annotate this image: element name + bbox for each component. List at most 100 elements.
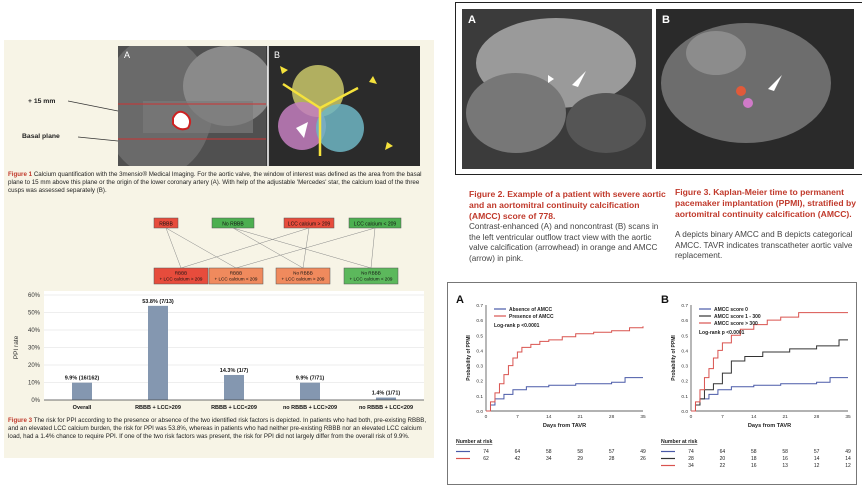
bar [376, 397, 396, 400]
km-risk-value: 12 [845, 463, 851, 469]
km-risk-value: 34 [688, 463, 694, 469]
km-curve-figure: A 0.0 0.1 0.2 0.3 0.4 0.5 0.6 0.7 0 7 14 21 28 35 Days … [447, 282, 857, 485]
tree-edge [165, 227, 237, 269]
tree-bottom-box [343, 267, 399, 285]
bar-data-label: 53.8% (7/13) [142, 299, 174, 305]
km-risk-value: 64 [515, 449, 521, 455]
tree-edge [232, 227, 372, 269]
tree-top-label: No RBBB [222, 222, 244, 228]
km-legend-label: Absence of AMCC [509, 307, 553, 313]
tree-top-label: LCC calcium > 209 [288, 222, 331, 228]
bar [72, 382, 92, 400]
km-x-tick-label: 14 [751, 414, 757, 420]
km-x-tick-label: 21 [783, 414, 789, 420]
km-y-tick-label: 0.6 [681, 318, 688, 324]
y-tick-label: 0% [31, 398, 40, 404]
x-tick-label: no RBBB + LCC<209 [359, 405, 413, 411]
km-y-axis-title: Probability of PPMI [671, 335, 677, 381]
km-y-tick-label: 0.1 [681, 394, 688, 400]
km-x-tick-label: 0 [485, 414, 488, 420]
tree-bottom-label: + LCC calcium > 209 [160, 277, 203, 282]
km-x-tick-label: 28 [814, 414, 820, 420]
km-y-tick-label: 0.3 [681, 364, 688, 370]
km-panel-letter: A [456, 294, 464, 306]
km-series-line [486, 377, 643, 412]
figure2-title: Figure 2. Example of a patient with seve… [469, 189, 666, 221]
km-x-tick-label: 21 [578, 414, 584, 420]
y-axis-title: PPI rate [13, 335, 20, 359]
km-y-tick-label: 0.0 [681, 409, 688, 415]
km-y-tick-label: 0.0 [476, 409, 483, 415]
km-risk-value: 58 [577, 449, 583, 455]
km-x-axis-title: Days from TAVR [543, 423, 586, 429]
bar-data-label: 9.9% (16/162) [65, 376, 100, 382]
km-risk-value: 57 [814, 449, 820, 455]
figure2-panel-b-label: B [662, 14, 670, 26]
bar [300, 382, 320, 400]
svg-text:A: A [124, 50, 130, 60]
km-legend-label: AMCC score > 300 [714, 321, 758, 327]
km-y-tick-label: 0.2 [681, 379, 688, 385]
tree-edge [165, 227, 182, 269]
figure1-ct-scans: A B [103, 36, 420, 176]
km-x-tick-label: 7 [516, 414, 519, 420]
km-y-tick-label: 0.5 [476, 333, 483, 339]
km-y-tick-label: 0.3 [476, 364, 483, 370]
figure2-text: Contrast-enhanced (A) and noncontrast (B… [469, 222, 659, 263]
bar-data-label: 9.9% (7/71) [296, 376, 325, 382]
km-risk-value: 49 [845, 449, 851, 455]
figure3-right-title: Figure 3. Kaplan-Meier time to permanent… [675, 187, 856, 219]
km-risk-value: 28 [688, 456, 694, 462]
km-risk-value: 29 [577, 456, 583, 462]
km-risk-value: 74 [483, 449, 489, 455]
km-risk-value: 22 [720, 463, 726, 469]
km-risk-value: 64 [720, 449, 726, 455]
figure1-image: A B [103, 36, 420, 176]
km-risk-value: 14 [814, 456, 820, 462]
figure1-caption: Figure 1 Calcium quantification with the… [8, 171, 432, 195]
svg-text:B: B [274, 50, 280, 60]
tree-bottom-label: RBBB [230, 271, 243, 276]
km-risk-value: 62 [483, 456, 489, 462]
tree-top-label: LCC calcium < 209 [354, 222, 397, 228]
km-risk-value: 26 [640, 456, 646, 462]
km-number-at-risk-label: Number at risk [456, 439, 492, 445]
km-risk-value: 28 [609, 456, 615, 462]
figure2-ct-scans: A B [462, 9, 854, 169]
km-x-axis-title: Days from TAVR [748, 423, 791, 429]
km-series-line [691, 377, 848, 412]
km-x-tick-label: 35 [845, 414, 851, 420]
bar [224, 374, 244, 400]
km-y-tick-label: 0.6 [476, 318, 483, 324]
tree-bottom-box [275, 267, 331, 285]
km-y-tick-label: 0.2 [476, 379, 483, 385]
km-risk-value: 49 [640, 449, 646, 455]
figure2-image-frame: A B [455, 2, 862, 175]
km-y-tick-label: 0.4 [681, 348, 688, 354]
figure3-left-caption-text: The risk for PPI according to the presen… [8, 417, 427, 440]
tree-edge [235, 227, 376, 269]
tree-bottom-label: + LCC calcium < 209 [350, 277, 393, 282]
km-number-at-risk-label: Number at risk [661, 439, 697, 445]
x-tick-label: RBBB + LCC>209 [135, 405, 181, 411]
km-risk-value: 58 [546, 449, 552, 455]
km-panel-letter: B [661, 294, 669, 306]
figure1-caption-text: Calcium quantification with the 3mensio®… [8, 171, 422, 194]
label-basal-plane: Basal plane [22, 133, 60, 140]
figure3-left-caption-lead: Figure 3 [8, 417, 33, 424]
y-tick-label: 30% [28, 346, 41, 352]
left-figure-panel: A B + 15 mm Basal plane Figure 1 Calcium… [4, 36, 434, 458]
x-tick-label: Overall [73, 405, 92, 411]
tree-bottom-label: + LCC calcium > 209 [282, 277, 325, 282]
y-tick-label: 20% [28, 363, 41, 369]
km-y-tick-label: 0.4 [476, 348, 483, 354]
km-x-tick-label: 0 [690, 414, 693, 420]
km-risk-value: 20 [720, 456, 726, 462]
km-risk-value: 12 [814, 463, 820, 469]
y-tick-label: 50% [28, 311, 41, 317]
km-y-tick-label: 0.5 [681, 333, 688, 339]
km-y-tick-label: 0.1 [476, 394, 483, 400]
km-legend-label: Presence of AMCC [509, 314, 554, 320]
km-y-tick-label: 0.7 [476, 303, 483, 309]
figure3-left-caption: Figure 3 The risk for PPI according to t… [8, 417, 432, 441]
